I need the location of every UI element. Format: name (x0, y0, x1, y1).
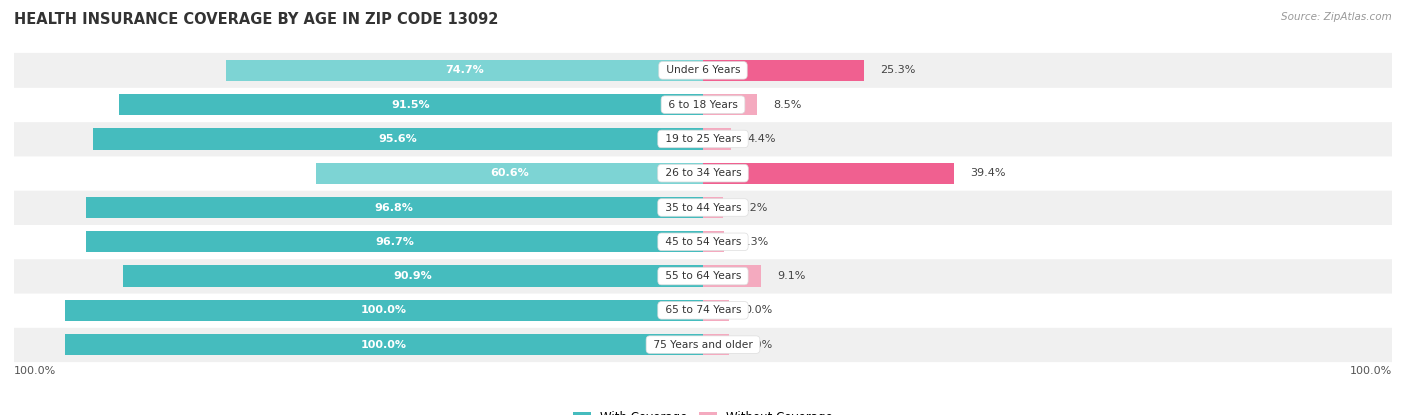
FancyBboxPatch shape (14, 327, 1392, 362)
Text: 9.1%: 9.1% (778, 271, 806, 281)
Text: 0.0%: 0.0% (744, 305, 773, 315)
Bar (703, 334, 728, 355)
FancyBboxPatch shape (14, 190, 1392, 225)
FancyBboxPatch shape (14, 53, 1392, 88)
Text: 95.6%: 95.6% (378, 134, 418, 144)
Text: 100.0%: 100.0% (1350, 366, 1392, 376)
Text: 60.6%: 60.6% (491, 168, 529, 178)
Text: 35 to 44 Years: 35 to 44 Years (662, 203, 744, 212)
FancyBboxPatch shape (14, 87, 1392, 122)
FancyBboxPatch shape (14, 156, 1392, 191)
Text: 3.3%: 3.3% (740, 237, 768, 247)
Bar (86, 197, 703, 218)
FancyBboxPatch shape (14, 259, 1392, 293)
Bar (703, 300, 728, 321)
Bar (120, 94, 703, 115)
Text: 3.2%: 3.2% (740, 203, 768, 212)
Text: 100.0%: 100.0% (361, 305, 408, 315)
Bar (65, 334, 703, 355)
Text: 0.0%: 0.0% (744, 339, 773, 349)
Bar (93, 128, 703, 149)
Text: 96.8%: 96.8% (375, 203, 413, 212)
Text: 100.0%: 100.0% (14, 366, 56, 376)
Text: Under 6 Years: Under 6 Years (662, 66, 744, 76)
Text: 45 to 54 Years: 45 to 54 Years (662, 237, 744, 247)
Text: 74.7%: 74.7% (446, 66, 484, 76)
Text: 100.0%: 100.0% (361, 339, 408, 349)
Bar (703, 94, 758, 115)
Bar (703, 163, 955, 184)
Bar (86, 231, 703, 252)
Text: HEALTH INSURANCE COVERAGE BY AGE IN ZIP CODE 13092: HEALTH INSURANCE COVERAGE BY AGE IN ZIP … (14, 12, 499, 27)
Text: 96.7%: 96.7% (375, 237, 413, 247)
FancyBboxPatch shape (14, 293, 1392, 328)
Text: 8.5%: 8.5% (773, 100, 801, 110)
Text: 4.4%: 4.4% (747, 134, 776, 144)
Text: 90.9%: 90.9% (394, 271, 433, 281)
Bar (703, 128, 731, 149)
Legend: With Coverage, Without Coverage: With Coverage, Without Coverage (568, 406, 838, 415)
Text: 65 to 74 Years: 65 to 74 Years (662, 305, 744, 315)
Bar (65, 300, 703, 321)
Bar (124, 266, 703, 287)
Text: 26 to 34 Years: 26 to 34 Years (661, 168, 745, 178)
Text: 25.3%: 25.3% (880, 66, 915, 76)
Text: 19 to 25 Years: 19 to 25 Years (662, 134, 744, 144)
Bar (226, 60, 703, 81)
FancyBboxPatch shape (14, 224, 1392, 259)
Text: 55 to 64 Years: 55 to 64 Years (662, 271, 744, 281)
Bar (703, 231, 724, 252)
Bar (703, 197, 724, 218)
Bar (703, 60, 865, 81)
Text: 6 to 18 Years: 6 to 18 Years (665, 100, 741, 110)
Text: 91.5%: 91.5% (392, 100, 430, 110)
Text: 75 Years and older: 75 Years and older (650, 339, 756, 349)
FancyBboxPatch shape (14, 122, 1392, 156)
Bar (703, 266, 761, 287)
Text: 39.4%: 39.4% (970, 168, 1005, 178)
Text: Source: ZipAtlas.com: Source: ZipAtlas.com (1281, 12, 1392, 22)
Bar (316, 163, 703, 184)
